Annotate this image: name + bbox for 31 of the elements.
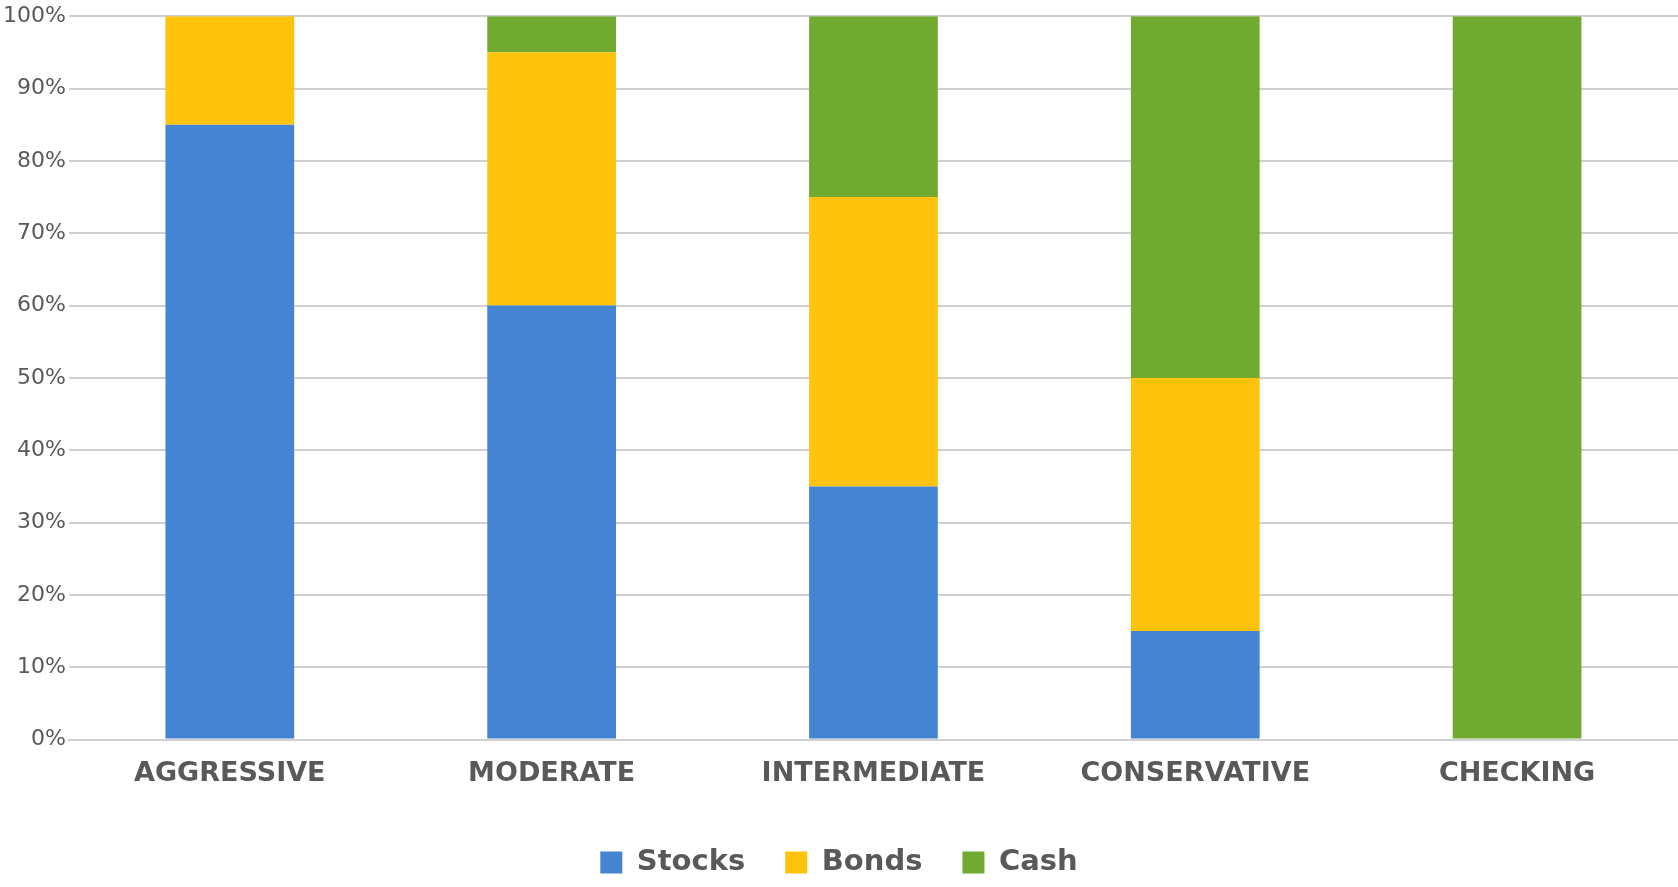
bar (809, 197, 938, 487)
legend-label: Stocks (636, 843, 746, 878)
bar (487, 305, 616, 739)
y-tick-label: 60% (16, 291, 66, 317)
y-tick-label: 40% (16, 435, 66, 461)
x-tick-label: CONSERVATIVE (1080, 755, 1311, 787)
y-tick-label: 70% (16, 218, 66, 244)
bar (809, 486, 938, 739)
x-tick-label: AGGRESSIVE (134, 755, 326, 787)
y-tick-label: 20% (16, 580, 66, 606)
bar (809, 16, 938, 198)
bar (487, 16, 616, 53)
y-tick-label: 100% (2, 1, 66, 27)
y-tick-label: 10% (16, 652, 66, 678)
y-tick-label: 30% (16, 508, 66, 534)
bar (165, 124, 295, 739)
y-tick-label: 0% (30, 725, 66, 751)
y-tick-label: 90% (16, 74, 66, 100)
bar (1452, 16, 1582, 739)
legend-label: Cash (998, 843, 1078, 878)
y-tick-label: 80% (16, 146, 66, 172)
bar (487, 52, 616, 306)
bar (1130, 377, 1260, 632)
x-tick-label: MODERATE (468, 755, 636, 787)
x-tick-label: CHECKING (1438, 755, 1596, 787)
bar (1130, 631, 1260, 739)
x-tick-label: INTERMEDIATE (761, 755, 986, 787)
y-tick-label: 50% (16, 363, 66, 389)
legend-label: Bonds (821, 843, 923, 878)
bar (1130, 16, 1260, 378)
bar (165, 16, 295, 125)
